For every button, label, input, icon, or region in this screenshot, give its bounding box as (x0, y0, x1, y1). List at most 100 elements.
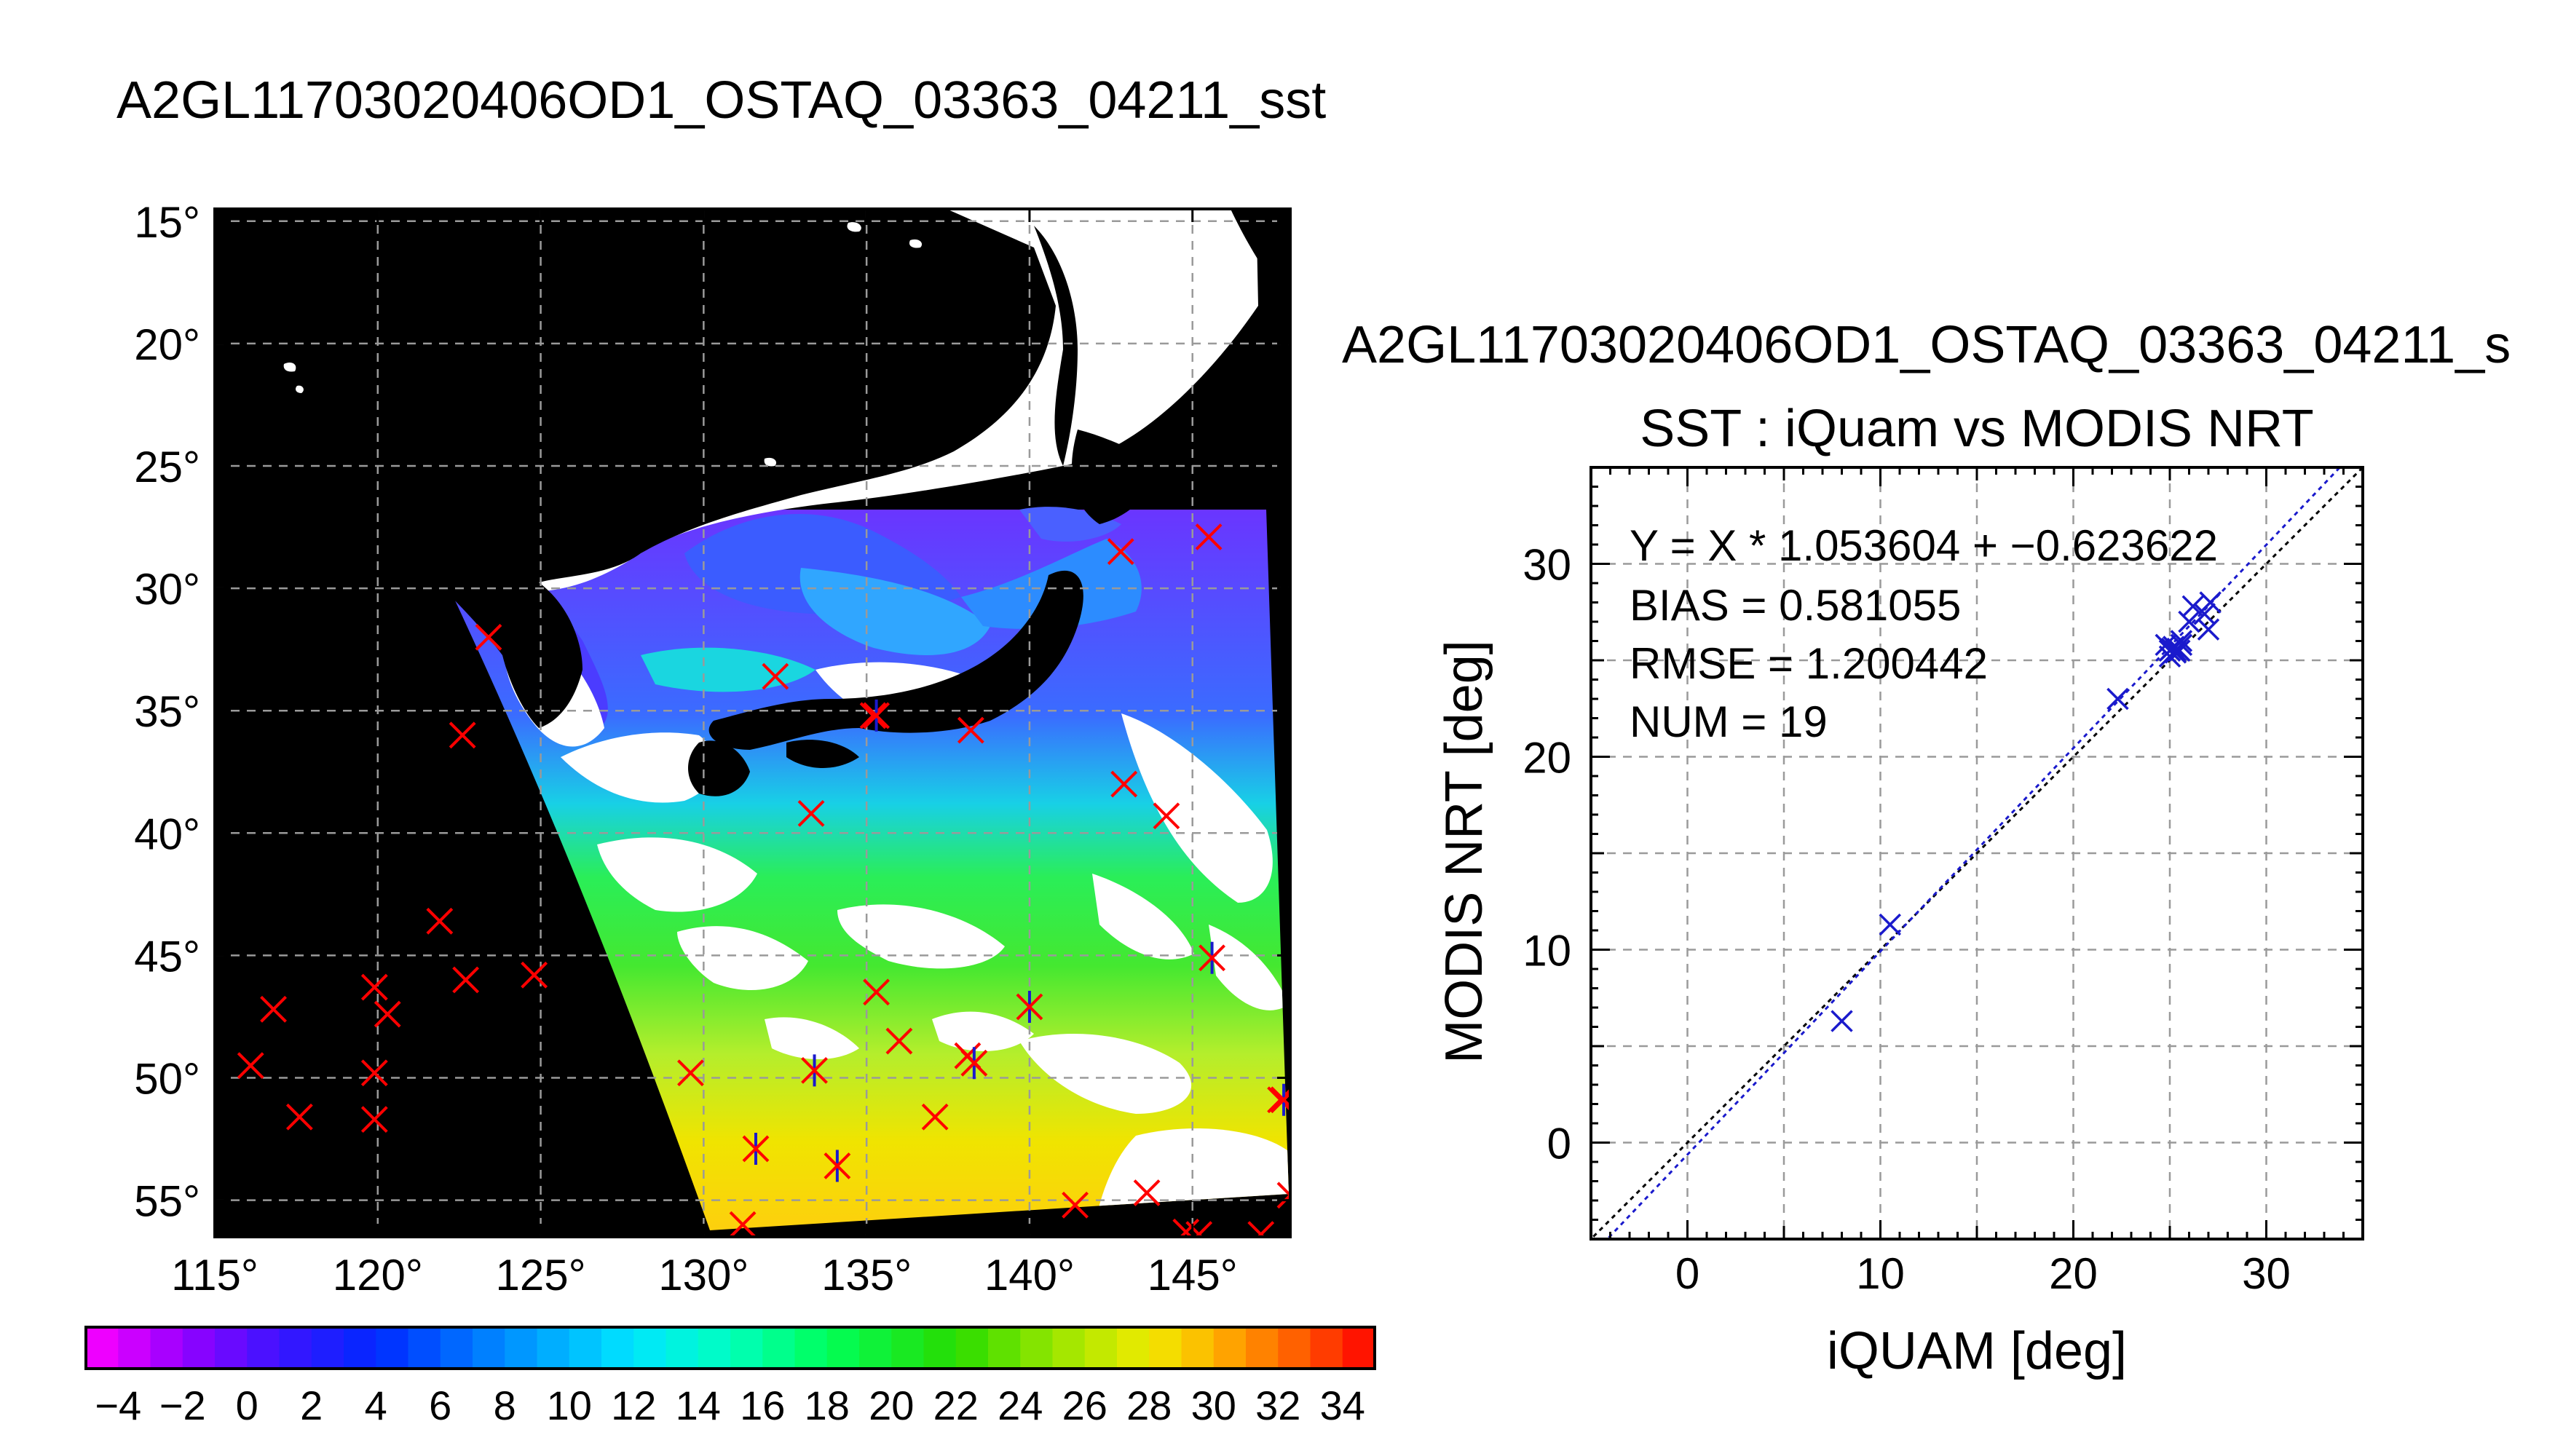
scatter-point (2181, 595, 2205, 618)
map-obs-marker (360, 1059, 388, 1087)
colorbar-frame (84, 1326, 1376, 1370)
map-obs-marker (1110, 770, 1138, 798)
colorbar-cell (440, 1327, 473, 1369)
map-lon-label: 115° (171, 1251, 258, 1299)
stats-num: NUM = 19 (1630, 697, 1828, 746)
map-match-marker (1270, 1086, 1290, 1114)
colorbar-cell (376, 1327, 409, 1369)
map-lat-label: 20° (134, 320, 200, 369)
colorbar-cell (408, 1327, 441, 1369)
map-lon-label: 130° (658, 1251, 749, 1299)
map-frame (213, 207, 1292, 1238)
map-match-marker (1016, 993, 1043, 1021)
map-lon-label: 145° (1148, 1251, 1238, 1299)
colorbar-cell (666, 1327, 699, 1369)
colorbar-tick-label: 0 (236, 1382, 258, 1428)
scatter-y-tick-label: 0 (1547, 1120, 1571, 1168)
colorbar-cell (730, 1327, 763, 1369)
colorbar-cell (698, 1327, 731, 1369)
colorbar-cell (473, 1327, 505, 1369)
scatter-point (2158, 645, 2181, 668)
scatter-point (2155, 633, 2177, 657)
map-obs-marker (1153, 802, 1180, 830)
colorbar-cell (1181, 1327, 1215, 1369)
colorbar-cell (279, 1327, 312, 1369)
colorbar-cell (86, 1327, 119, 1369)
map-obs-marker (957, 716, 984, 744)
colorbar-cell (1310, 1327, 1343, 1369)
scatter-y-tick-label: 10 (1523, 927, 1571, 976)
colorbar-cell (1342, 1327, 1375, 1369)
map-obs-marker (1195, 523, 1223, 550)
scatter-y-tick-label: 30 (1523, 541, 1571, 590)
scatter-point (1831, 1010, 1853, 1032)
colorbar-cell (826, 1327, 860, 1369)
colorbar-cell (1052, 1327, 1086, 1369)
colorbar-cell (182, 1327, 216, 1369)
colorbar-tick-label: 20 (869, 1382, 914, 1428)
map-lat-labels: 55° 50° 45° 40° 35° 30° 25° 20° 15° (134, 198, 200, 1226)
identity-line (1591, 467, 2363, 1239)
map-lon-label: 135° (821, 1251, 912, 1299)
colorbar-tick-label: 4 (365, 1382, 387, 1428)
scatter-x-tick-label: 0 (1675, 1249, 1699, 1298)
map-match-marker (863, 702, 890, 729)
colorbar-cell (601, 1327, 634, 1369)
map-obs-marker (859, 702, 887, 729)
colorbar-tick-label: 30 (1191, 1382, 1236, 1428)
map-lat-label: 15° (134, 198, 200, 247)
map-obs-marker (1107, 538, 1134, 566)
map-obs-marker (426, 907, 454, 935)
colorbar-tick-label: 18 (805, 1382, 850, 1428)
scatter-x-tick-label: 10 (1856, 1249, 1905, 1298)
map-match-marker (824, 1152, 851, 1179)
sst-map-panel: 55° 50° 45° 40° 35° 30° 25° 20° 15° 115° 120° 125°… (134, 198, 1292, 1299)
colorbar-cell (118, 1327, 151, 1369)
colorbar-cell (311, 1327, 344, 1369)
map-match-marker (960, 1049, 988, 1077)
colorbar-cell (891, 1327, 925, 1369)
map-lat-label: 55° (134, 1177, 200, 1226)
scatter-x-tick-labels: 0 10 20 30 (1675, 1249, 2291, 1298)
map-lon-label: 120° (333, 1251, 423, 1299)
map-obs-marker (1247, 1221, 1275, 1237)
map-match-marker (801, 1056, 828, 1084)
scatter-reference-lines (1591, 467, 2363, 1239)
colorbar-tick-label: 16 (740, 1382, 785, 1428)
colorbar-cell (1020, 1327, 1054, 1369)
colorbar-cell (537, 1327, 570, 1369)
map-title: A2GL11703020406OD1_OSTAQ_03363_04211_sst (117, 71, 1326, 130)
colorbar-tick-label: −4 (95, 1382, 141, 1428)
map-obs-marker (1276, 1182, 1290, 1209)
stats-fit-equation: Y = X * 1.053604 + −0.623622 (1630, 521, 2218, 570)
map-obs-marker (521, 961, 548, 989)
regression-line (1606, 467, 2342, 1239)
stats-rmse: RMSE = 1.200442 (1630, 639, 1988, 688)
colorbar-cell (794, 1327, 828, 1369)
scatter-plot-panel: 0 10 20 30 0 10 20 30 Y = X * 1.053604 + −0.62… (1435, 466, 2364, 1380)
colorbar-tick-label: 10 (547, 1382, 592, 1428)
colorbar-cell (1149, 1327, 1182, 1369)
map-obs-marker (797, 799, 825, 827)
scatter-point (1879, 913, 1901, 936)
colorbar-tick-label: 26 (1062, 1382, 1107, 1428)
map-obs-marker (885, 1027, 913, 1055)
scatter-x-tick-label: 20 (2049, 1249, 2098, 1298)
colorbar-tick-label: −2 (159, 1382, 206, 1428)
colorbar-tick-label: 28 (1126, 1382, 1172, 1428)
colorbar-cell (1213, 1327, 1247, 1369)
scatter-point (2168, 639, 2191, 662)
map-obs-marker (237, 1052, 264, 1080)
map-lat-label: 45° (134, 932, 200, 981)
scatter-point (2106, 687, 2129, 711)
colorbar-cell (1246, 1327, 1279, 1369)
colorbar-tick-label: 32 (1255, 1382, 1300, 1428)
colorbar-cell (955, 1327, 989, 1369)
colorbar-tick-label: 22 (933, 1382, 979, 1428)
map-lat-label: 40° (134, 810, 200, 858)
colorbar-cell (344, 1327, 376, 1369)
colorbar-cell (569, 1327, 602, 1369)
colorbar-tick-label: 14 (676, 1382, 721, 1428)
colorbar-cell (859, 1327, 892, 1369)
map-lon-label: 140° (984, 1251, 1075, 1299)
